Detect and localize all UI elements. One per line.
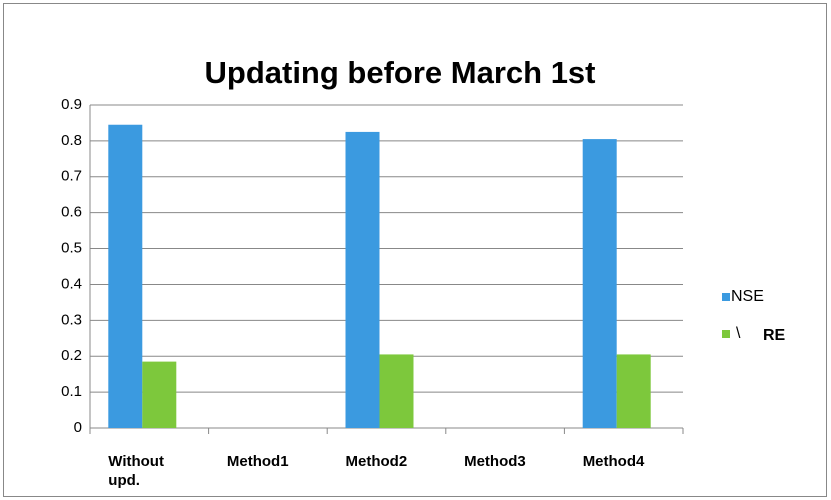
legend-label: \ [736, 325, 741, 342]
y-tick-label: 0.5 [61, 240, 82, 257]
y-tick-label: 0.6 [61, 204, 82, 221]
bar [616, 354, 651, 428]
chart-title: Updating before March 1st [205, 55, 596, 90]
x-tick-label: Method2 [345, 453, 408, 470]
x-tick-label: Method4 [582, 453, 645, 470]
y-tick-label: 0.2 [61, 347, 82, 364]
bar [108, 124, 143, 428]
x-tick-label: Without upd. [108, 453, 164, 489]
x-tick-label: Method1 [226, 453, 289, 470]
legend-swatch [722, 330, 730, 338]
y-tick-label: 0.9 [61, 96, 82, 113]
bar [345, 131, 380, 428]
legend-label: NSE [731, 288, 764, 305]
annotation: RE [763, 327, 786, 344]
y-tick-label: 0.1 [61, 383, 82, 400]
y-tick-label: 0.7 [61, 168, 82, 185]
bar [379, 354, 414, 428]
y-tick-label: 0.8 [61, 132, 82, 149]
bar [582, 139, 617, 428]
x-tick-label: Method3 [464, 453, 526, 470]
y-tick-label: 0 [74, 419, 82, 436]
y-tick-label: 0.3 [61, 311, 82, 328]
bar [142, 361, 177, 428]
y-tick-label: 0.4 [61, 275, 82, 292]
legend-swatch [722, 293, 730, 301]
